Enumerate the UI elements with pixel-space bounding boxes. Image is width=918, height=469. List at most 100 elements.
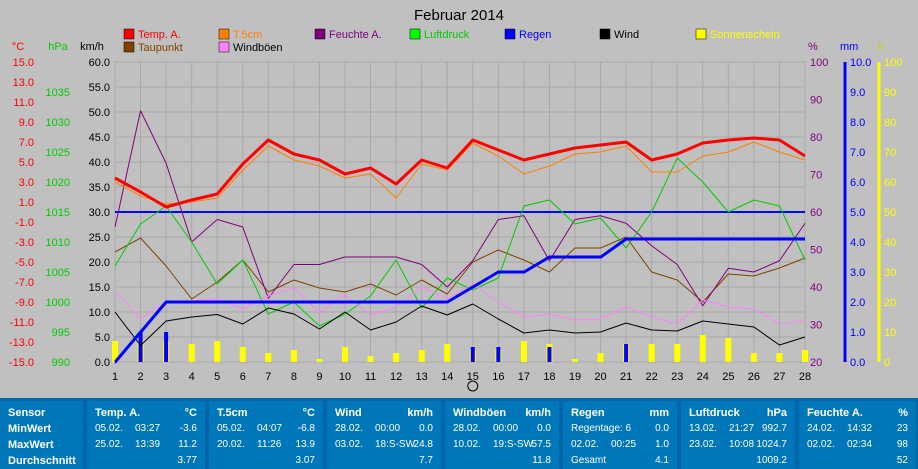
- tick-sun: 50: [884, 207, 896, 219]
- tick-wind: 0.0: [95, 357, 110, 369]
- stats-date: 03.02.: [335, 439, 363, 450]
- stats-time: 00:00: [493, 423, 519, 434]
- tick-rain: 2.0: [850, 297, 865, 309]
- sun-bar: [290, 350, 297, 362]
- axis-unit-sun: h: [878, 41, 884, 53]
- stats-row: 3.77: [95, 455, 197, 468]
- x-tick-label: 11: [365, 371, 376, 383]
- tick-wind: 25.0: [89, 232, 110, 244]
- tick-temp: 7.0: [19, 137, 34, 149]
- stats-date: 05.02.: [95, 423, 123, 434]
- tick-press: 990: [52, 357, 70, 369]
- tick-temp: 5.0: [19, 157, 34, 169]
- sun-bar: [342, 347, 348, 362]
- x-tick-label: 7: [265, 371, 271, 383]
- row-label-min: MinWert: [8, 423, 52, 435]
- sun-bar: [674, 344, 681, 362]
- tick-temp: 13.0: [13, 77, 34, 89]
- tick-rain: 8.0: [850, 117, 865, 129]
- stats-row: 02.02. 00:25 1.0: [571, 439, 669, 452]
- stats-row: 02.02. 02:34 98: [807, 439, 908, 452]
- legend-label: T.5cm: [233, 29, 262, 41]
- stats-value: 57.5: [531, 439, 551, 450]
- column-name: Regen: [571, 407, 605, 419]
- legend-label: Windböen: [233, 42, 283, 54]
- stats-value: 4.1: [655, 455, 669, 466]
- column-unit: mm: [649, 407, 669, 419]
- x-tick-label: 21: [620, 371, 632, 383]
- sun-bar: [699, 335, 706, 362]
- stats-value: 992.7: [761, 423, 787, 434]
- stats-column: Temp. A. °C 05.02. 03:27 -3.6 25.02. 13:39 11.2…: [87, 401, 205, 469]
- stats-time: 18:S-SW: [375, 439, 416, 450]
- stats-row: 20.02. 11:26 13.9: [217, 439, 315, 452]
- legend-swatch: [218, 28, 230, 40]
- column-unit: °C: [302, 407, 315, 419]
- column-name: Wind: [335, 407, 362, 419]
- tick-wind: 50.0: [89, 107, 110, 119]
- stats-date: 24.02.: [807, 423, 835, 434]
- stats-date: 10.02.: [453, 439, 481, 450]
- tick-temp: 1.0: [19, 197, 34, 209]
- tick-temp: 3.0: [19, 177, 34, 189]
- column-name: Temp. A.: [95, 407, 141, 419]
- stats-date: 05.02.: [217, 423, 245, 434]
- series-line-windb-en: [114, 283, 806, 325]
- stats-value: 13.9: [295, 439, 315, 450]
- tick-wind: 15.0: [89, 282, 110, 294]
- tick-rain: 5.0: [850, 207, 865, 219]
- rain-bar: [470, 347, 475, 362]
- tick-rain: 1.0: [850, 327, 865, 339]
- x-tick-label: 22: [646, 371, 658, 383]
- stats-row: Regentage: 6 0.0: [571, 423, 669, 436]
- tick-rain: 4.0: [850, 237, 865, 249]
- x-tick-label: 12: [390, 371, 402, 383]
- sun-bar: [520, 341, 527, 362]
- tick-sun: 40: [884, 237, 896, 249]
- legend-label: Sonnenschein: [710, 29, 780, 41]
- stats-row: 05.02. 03:27 -3.6: [95, 423, 197, 436]
- x-tick-label: 14: [441, 371, 453, 383]
- x-tick-label: 10: [339, 371, 351, 383]
- tick-press: 995: [52, 327, 70, 339]
- row-label-avg: Durchschnitt: [8, 455, 76, 467]
- x-tick-label: 3: [163, 371, 169, 383]
- tick-hum: 80: [810, 132, 822, 144]
- stats-row: 03.02. 18:S-SW 24.8: [335, 439, 433, 452]
- tick-sun: 0: [884, 357, 890, 369]
- stats-time: 00:25: [611, 439, 637, 450]
- legend-label: Temp. A.: [138, 29, 181, 41]
- stats-value: 11.2: [178, 439, 197, 450]
- stats-column-header: Feuchte A.%: [807, 407, 908, 419]
- stats-column: Luftdruck hPa 13.02. 21:27 992.7 23.02. 10:08 1…: [681, 401, 795, 469]
- stats-time: 19:S-SW: [493, 439, 534, 450]
- legend-swatch: [695, 28, 707, 40]
- tick-temp: -15.0: [9, 357, 34, 369]
- tick-press: 1000: [46, 297, 70, 309]
- stats-value: 0.0: [655, 423, 669, 434]
- tick-press: 1025: [46, 147, 70, 159]
- tick-sun: 60: [884, 177, 896, 189]
- x-tick-label: 17: [518, 371, 530, 383]
- stats-value: 11.8: [532, 455, 551, 466]
- x-tick-label: 18: [543, 371, 555, 383]
- stats-row: 25.02. 13:39 11.2: [95, 439, 197, 452]
- tick-press: 1010: [46, 237, 70, 249]
- legend-label: Taupunkt: [138, 42, 183, 54]
- stats-time: 10:08: [729, 439, 755, 450]
- tick-sun: 20: [884, 297, 896, 309]
- sun-bar: [750, 353, 757, 362]
- x-tick-label: 9: [316, 371, 322, 383]
- tick-press: 1030: [46, 117, 70, 129]
- stats-row: 28.02. 00:00 0.0: [335, 423, 433, 436]
- tick-hum: 60: [810, 207, 822, 219]
- sun-bar: [316, 359, 323, 362]
- sun-bar: [597, 353, 604, 362]
- stats-column-header: Temp. A. °C: [95, 407, 197, 419]
- tick-wind: 10.0: [89, 307, 110, 319]
- x-tick-label: 8: [291, 371, 297, 383]
- x-tick-label: 13: [416, 371, 428, 383]
- legend-swatch: [409, 28, 421, 40]
- tick-wind: 20.0: [89, 257, 110, 269]
- sensor-title: Sensor: [8, 407, 46, 419]
